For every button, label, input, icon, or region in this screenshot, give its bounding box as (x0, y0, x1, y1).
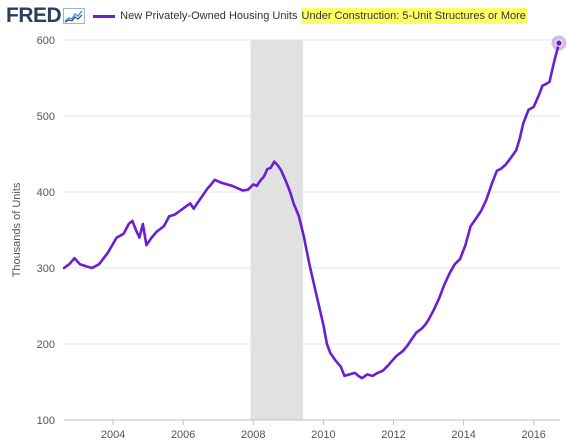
fred-logo-chart-icon (63, 8, 86, 24)
y-tick-label: 600 (37, 35, 55, 47)
y-tick-label: 200 (37, 339, 55, 351)
x-tick-label: 2010 (311, 429, 335, 441)
legend-label-prefix: New Privately-Owned Housing Units (120, 10, 301, 22)
x-tick-labels: 2004 2006 2008 2010 2012 2014 2016 (101, 429, 546, 441)
chart-header: FRED New Privately-Owned Housing Units U… (6, 4, 527, 28)
last-point-marker[interactable] (555, 39, 563, 47)
recession-shading (250, 40, 304, 420)
legend-series-swatch (93, 14, 116, 18)
series-line[interactable] (62, 41, 561, 380)
x-tick-label: 2012 (381, 429, 405, 441)
recession-band (250, 40, 304, 420)
y-tick-label: 100 (37, 415, 55, 427)
y-tick-label: 300 (37, 263, 55, 275)
y-tick-label: 400 (37, 187, 55, 199)
y-tick-labels: 100 200 300 400 500 600 (37, 35, 55, 427)
y-tick-label: 500 (37, 111, 55, 123)
series-layer (62, 41, 561, 380)
y-axis-label: Thousands of Units (11, 182, 23, 277)
legend-series-label[interactable]: New Privately-Owned Housing Units Under … (120, 8, 527, 24)
fred-logo[interactable]: FRED (6, 4, 62, 27)
x-tick-label: 2006 (171, 429, 195, 441)
grid-lines (64, 39, 560, 421)
x-tick-label: 2004 (101, 429, 125, 441)
legend-label-highlight: Under Construction: 5-Unit Structures or… (300, 8, 527, 24)
x-tick-label: 2016 (521, 429, 545, 441)
last-point-marker-layer (551, 35, 567, 51)
axes (64, 419, 560, 425)
x-tick-label: 2008 (241, 429, 265, 441)
x-tick-label: 2014 (451, 429, 475, 441)
